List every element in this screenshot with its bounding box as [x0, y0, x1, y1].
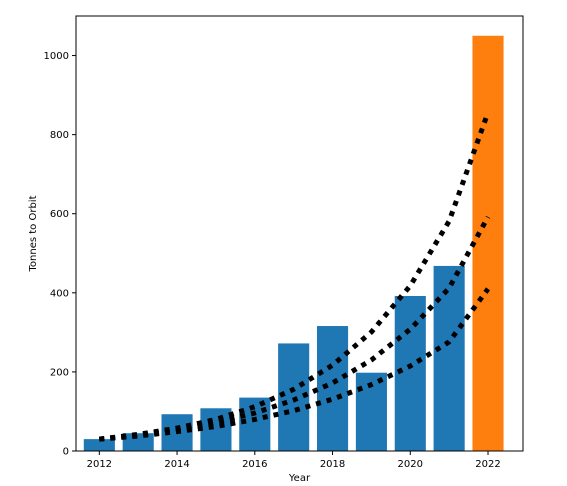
- y-tick-label: 200: [50, 367, 69, 378]
- x-axis-label: Year: [288, 473, 311, 484]
- bar-2012: [83, 439, 115, 451]
- trend-lines-layer: [99, 111, 491, 442]
- bar-2015: [200, 408, 232, 451]
- bar-2018: [316, 326, 349, 451]
- x-tick-label: 2018: [320, 459, 345, 470]
- bar-2013: [122, 433, 154, 451]
- plot-frame: [75, 15, 524, 452]
- trend-line-1: [99, 111, 491, 442]
- bar-2016: [239, 397, 271, 451]
- y-tick-label: 400: [50, 288, 69, 299]
- y-tick-label: 1000: [44, 51, 69, 62]
- x-tick-label: 2012: [87, 459, 112, 470]
- y-tick-label: 600: [50, 209, 69, 220]
- y-axis-label: Tonnes to Orbit: [28, 195, 39, 272]
- x-tick-label: 2020: [398, 459, 423, 470]
- y-axis-ticks: 0 200 400 600 800 1000: [44, 51, 76, 458]
- x-tick-label: 2022: [475, 459, 500, 470]
- trend-line-2: [99, 215, 491, 442]
- x-axis-ticks: 2012 2014 2016 2018 2020 2022: [87, 451, 501, 470]
- y-tick-label: 0: [63, 447, 69, 458]
- bar-2022: [472, 35, 504, 451]
- bar-2021: [433, 265, 465, 451]
- x-tick-label: 2016: [242, 459, 267, 470]
- y-tick-label: 800: [50, 130, 69, 141]
- x-tick-label: 2014: [164, 459, 189, 470]
